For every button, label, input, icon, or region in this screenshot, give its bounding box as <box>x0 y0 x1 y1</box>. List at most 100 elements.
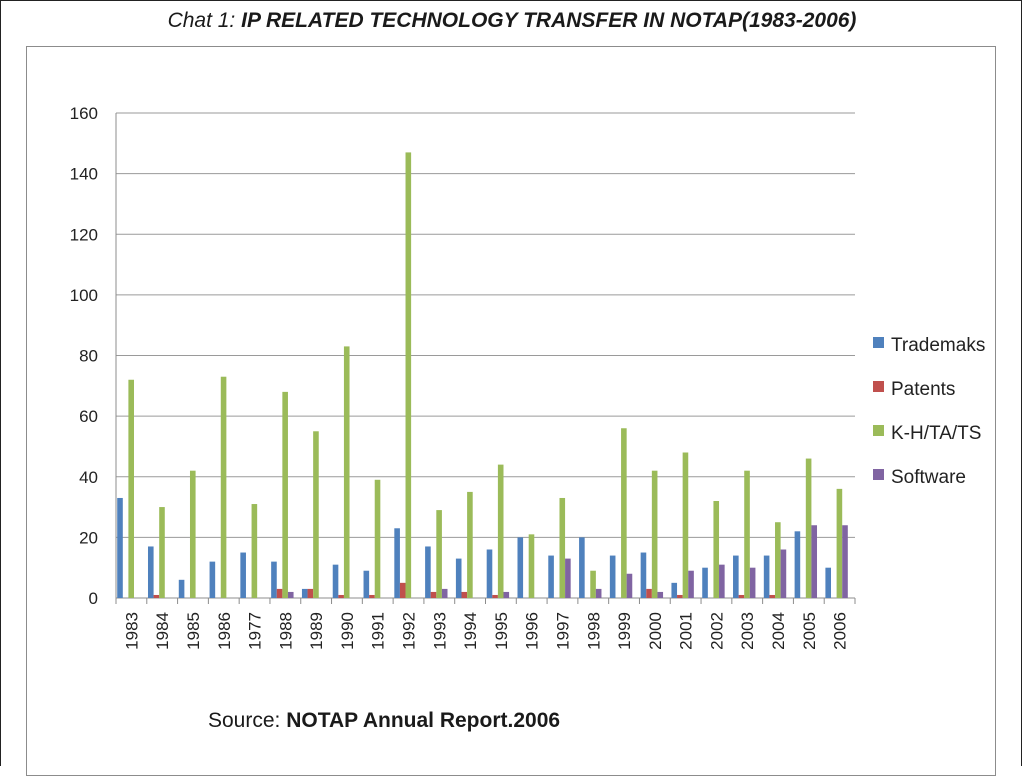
bar-trademaks-2006 <box>825 567 832 598</box>
x-tick-label: 1999 <box>615 612 634 650</box>
bar-trademaks-1989 <box>301 588 308 598</box>
y-tick-label: 140 <box>70 165 98 184</box>
bar-k-h-ta-ts-1999 <box>621 428 627 598</box>
bar-k-h-ta-ts-2005 <box>805 458 812 598</box>
bar-trademaks-1985 <box>178 579 185 598</box>
bar-trademaks-1988 <box>271 561 277 598</box>
x-tick-label: 1993 <box>430 612 449 650</box>
legend-swatch <box>873 425 884 436</box>
bar-k-h-ta-ts-2006 <box>836 488 843 598</box>
y-tick-label: 20 <box>79 528 98 547</box>
bar-software-1993 <box>441 588 448 598</box>
x-tick-label: 1994 <box>461 612 480 650</box>
bar-software-2005 <box>811 525 818 598</box>
x-tick-label: 1977 <box>246 612 265 650</box>
bar-software-2004 <box>780 549 787 598</box>
bar-k-h-ta-ts-1996 <box>528 534 535 598</box>
legend-swatch <box>873 337 884 348</box>
bar-software-2002 <box>719 564 725 598</box>
legend-label: Trademaks <box>891 335 985 356</box>
bar-trademaks-2000 <box>640 552 647 598</box>
bar-trademaks-2001 <box>671 582 678 598</box>
chart-frame: 0 20 40 60 80 100 120 140 160 1983 1984 1985 1986 197… <box>26 46 996 776</box>
legend-label: Software <box>891 467 966 488</box>
bar-k-h-ta-ts-1995 <box>497 464 504 598</box>
y-tick-label: 0 <box>89 589 98 608</box>
bar-trademaks-1999 <box>609 555 616 598</box>
legend-label: Patents <box>891 379 955 400</box>
bar-software-1998 <box>595 588 602 598</box>
bar-trademaks-1996 <box>517 537 524 598</box>
bar-software-1995 <box>503 591 510 598</box>
bar-k-h-ta-ts-2001 <box>682 452 689 598</box>
bar-patents-1994 <box>461 591 468 598</box>
bar-trademaks-1995 <box>486 549 493 598</box>
bar-trademaks-1990 <box>332 564 339 598</box>
x-tick-label: 2001 <box>677 612 696 650</box>
bar-software-2006 <box>842 525 848 598</box>
bar-k-h-ta-ts-1977 <box>251 504 258 598</box>
x-tick-label: 1991 <box>369 612 388 650</box>
y-tick-label: 80 <box>79 347 98 366</box>
bar-trademaks-1992 <box>394 528 400 598</box>
bar-software-2001 <box>688 570 694 598</box>
x-tick-label: 2004 <box>769 612 788 650</box>
bar-k-h-ta-ts-1985 <box>189 470 196 598</box>
bar-k-h-ta-ts-2000 <box>651 470 658 598</box>
bar-trademaks-1998 <box>579 537 585 598</box>
bar-k-h-ta-ts-1986 <box>220 376 227 598</box>
y-tick-label: 40 <box>79 468 98 487</box>
bar-k-h-ta-ts-1991 <box>374 479 381 598</box>
bar-trademaks-1994 <box>455 558 462 598</box>
bar-patents-1989 <box>307 588 314 598</box>
bar-patents-1993 <box>430 591 437 598</box>
bar-k-h-ta-ts-1998 <box>590 570 596 598</box>
bar-trademaks-1991 <box>363 570 370 598</box>
bar-patents-2004 <box>769 594 776 598</box>
bar-k-h-ta-ts-1994 <box>467 491 473 598</box>
bar-patents-2000 <box>646 588 652 598</box>
bar-trademaks-2005 <box>794 531 801 598</box>
bar-chart: 0 20 40 60 80 100 120 140 160 1983 1984 1985 1986 197… <box>70 104 986 650</box>
y-tick-label: 60 <box>79 407 98 426</box>
bar-k-h-ta-ts-1993 <box>436 510 442 598</box>
bar-k-h-ta-ts-1990 <box>343 346 350 598</box>
caption-prefix: Chat 1: <box>167 9 242 32</box>
bar-k-h-ta-ts-1983 <box>128 379 134 598</box>
x-tick-label: 1996 <box>523 612 542 650</box>
y-tick-label: 120 <box>70 225 98 244</box>
bar-k-h-ta-ts-2004 <box>775 522 781 598</box>
bar-k-h-ta-ts-1984 <box>159 507 165 598</box>
bar-patents-2003 <box>738 594 745 598</box>
bar-trademaks-1986 <box>209 561 216 598</box>
x-tick-label: 1992 <box>400 612 419 650</box>
bar-patents-1988 <box>276 588 283 598</box>
bar-patents-2001 <box>677 594 683 598</box>
bar-k-h-ta-ts-1992 <box>405 152 412 598</box>
bar-k-h-ta-ts-1989 <box>313 431 319 598</box>
x-tick-label: 1984 <box>153 612 172 650</box>
x-tick-label: 1986 <box>215 612 234 650</box>
bar-software-1999 <box>626 573 633 598</box>
bar-software-1997 <box>565 558 571 598</box>
source-title: NOTAP Annual Report.2006 <box>286 709 561 732</box>
bar-trademaks-1993 <box>425 546 431 598</box>
bar-patents-1991 <box>369 594 375 598</box>
bar-software-1988 <box>287 591 294 598</box>
x-tick-label: 1998 <box>584 612 603 650</box>
legend-swatch <box>873 469 884 480</box>
legend-label: K-H/TA/TS <box>891 423 981 444</box>
bar-trademaks-2002 <box>702 567 708 598</box>
y-tick-label: 160 <box>70 104 98 123</box>
legend-swatch <box>873 381 884 392</box>
x-tick-label: 1988 <box>276 612 295 650</box>
bar-trademaks-1983 <box>117 497 123 598</box>
bar-trademaks-1984 <box>147 546 154 598</box>
bar-trademaks-2003 <box>733 555 739 598</box>
chart-caption: Chat 1: IP RELATED TECHNOLOGY TRANSFER I… <box>0 8 1024 34</box>
bar-patents-1984 <box>153 594 160 598</box>
x-tick-label: 1995 <box>492 612 511 650</box>
x-tick-label: 1997 <box>553 612 572 650</box>
bar-patents-1992 <box>399 582 406 598</box>
